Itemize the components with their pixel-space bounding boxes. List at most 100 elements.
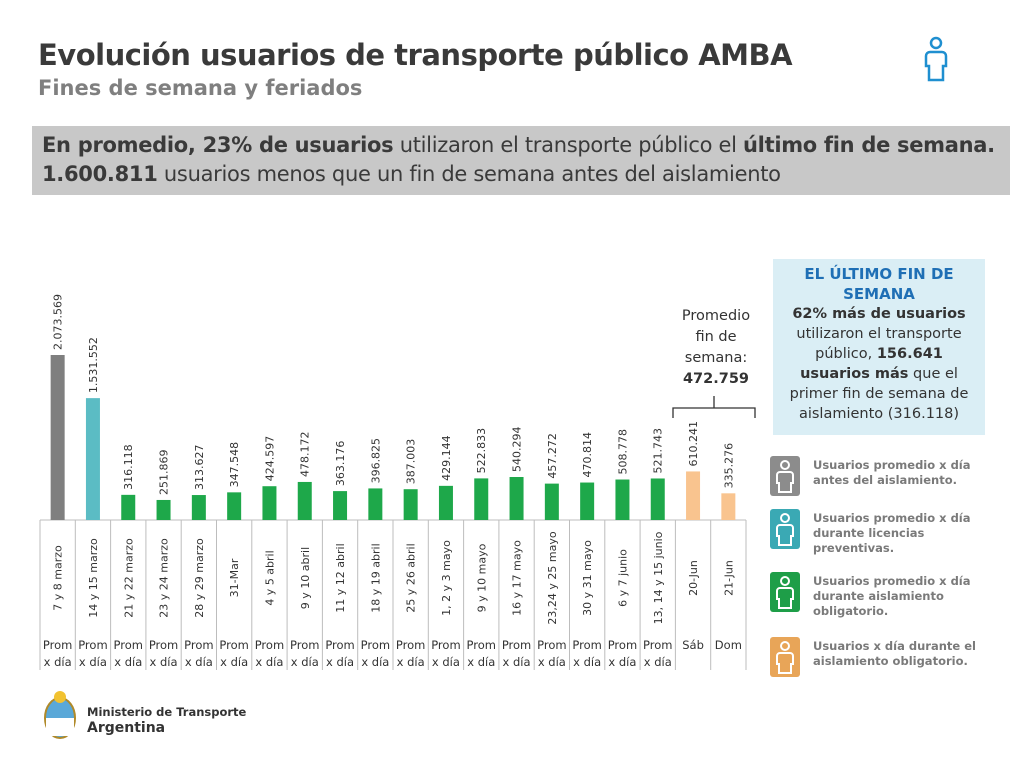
legend-swatch	[770, 509, 800, 549]
value-label: 2.073.569	[52, 294, 65, 350]
summary-text: utilizaron el transporte público el	[393, 133, 744, 157]
period-label: Prom x día	[466, 638, 496, 669]
legend-head	[780, 513, 790, 523]
bar	[50, 355, 65, 520]
legend-swatch	[770, 456, 800, 496]
legend-swatch	[770, 572, 800, 612]
bar	[650, 478, 665, 520]
period-label: Prom x día	[290, 638, 320, 669]
period-label: Prom x día	[219, 638, 249, 669]
category-label: 28 y 29 marzo	[193, 538, 206, 618]
period-label: Prom x día	[360, 638, 391, 669]
bar	[368, 488, 383, 520]
callout-text: 156.641 usuarios más	[800, 346, 943, 382]
summary-text: En promedio, 23% de usuarios	[42, 133, 394, 157]
category-label: 23,24 y 25 mayo	[546, 531, 559, 624]
person-icon	[924, 36, 948, 82]
value-label: 335.276	[722, 443, 735, 489]
category-label: 25 y 26 abril	[405, 543, 418, 612]
value-label: 540.294	[511, 427, 524, 473]
legend-icon	[770, 572, 800, 612]
period-label: Prom x día	[395, 638, 426, 669]
legend-body	[776, 471, 794, 493]
legend-head	[780, 460, 790, 470]
bar	[474, 478, 489, 520]
period-label: Sáb	[682, 638, 704, 652]
bracket	[672, 396, 756, 418]
value-label: 522.833	[475, 428, 488, 474]
period-label: Prom x día	[184, 638, 214, 669]
bar	[297, 481, 312, 520]
period-label: Prom x día	[113, 638, 143, 669]
category-label: 4 y 5 abril	[263, 550, 276, 605]
country: Argentina	[87, 720, 166, 736]
category-label: 13, 14 y 15 junio	[652, 531, 665, 624]
value-label: 429.144	[440, 435, 453, 481]
emblem-sun	[54, 691, 66, 703]
callout-text: que el primer fin de semana de aislamien…	[789, 366, 969, 422]
value-label: 508.778	[616, 429, 629, 475]
summary-text: usuarios menos que un fin de semana ante…	[157, 162, 781, 186]
value-label: 478.172	[299, 431, 312, 477]
period-label: Prom x día	[501, 638, 532, 669]
value-label: 313.627	[193, 445, 206, 491]
value-label: 316.118	[122, 444, 135, 490]
legend-icon	[770, 456, 800, 496]
annotation-value: 472.759	[682, 371, 750, 387]
category-label: 18 y 19 abril	[369, 543, 382, 612]
value-label: 470.814	[581, 432, 594, 478]
value-label: 1.531.552	[87, 337, 100, 393]
value-label: 610.241	[687, 421, 700, 467]
legend-head	[780, 641, 790, 651]
value-label: 387.003	[405, 439, 418, 485]
bar	[262, 486, 277, 520]
bar	[121, 494, 136, 520]
category-label: 31-Mar	[228, 558, 241, 597]
title: Evolución usuarios de transporte público…	[38, 38, 793, 72]
category-label: 9 y 10 mayo	[475, 543, 488, 612]
legend-icon	[770, 637, 800, 677]
bar	[191, 495, 206, 520]
bar	[580, 482, 595, 520]
value-label: 424.597	[263, 436, 276, 482]
legend-head	[780, 576, 790, 586]
category-label: 14 y 15 marzo	[87, 538, 100, 618]
category-label: 21 y 22 marzo	[122, 538, 135, 618]
emblem	[44, 691, 76, 739]
legend-label: Usuarios promedio x día antes del aislam…	[813, 458, 971, 487]
callout-text: 62% más de usuarios	[792, 306, 966, 322]
summary-text: último fin de semana.	[743, 133, 995, 157]
category-label: 21-Jun	[722, 560, 735, 596]
category-label: 23 y 24 marzo	[158, 538, 171, 618]
bar	[615, 479, 630, 520]
bar	[544, 483, 559, 520]
bar	[403, 489, 418, 520]
value-label: 521.743	[652, 428, 665, 474]
period-label: Prom x día	[431, 638, 461, 669]
period-label: Prom x día	[537, 638, 567, 669]
bar	[227, 492, 242, 520]
legend-icon	[770, 509, 800, 549]
category-label: 9 y 10 abril	[299, 547, 312, 609]
summary-line: En promedio, 23% de usuarios utilizaron …	[42, 131, 1010, 160]
category-label: 30 y 31 mayo	[581, 540, 594, 616]
emblem-lower	[46, 718, 74, 736]
value-label: 396.825	[369, 438, 382, 484]
ministry: Ministerio de Transporte	[87, 705, 247, 719]
period-label: Prom x día	[572, 638, 602, 669]
period-label: Dom	[714, 638, 742, 652]
category-label: 11 y 12 abril	[334, 543, 347, 612]
callout-box: EL ÚLTIMO FIN DE SEMANA 62% más de usuar…	[773, 259, 985, 435]
summary-banner: En promedio, 23% de usuarios utilizaron …	[32, 126, 1010, 195]
callout-title: EL ÚLTIMO FIN DE SEMANA	[804, 265, 954, 303]
annotation: Promedio fin de semana: 472.759	[674, 306, 758, 390]
legend-label: Usuarios promedio x día durante licencia…	[813, 511, 971, 555]
value-label: 457.272	[546, 433, 559, 479]
period-label: Prom x día	[607, 638, 638, 669]
period-label: Prom x día	[78, 638, 108, 669]
category-label: 1, 2 y 3 mayo	[440, 540, 453, 616]
summary-text: 1.600.811	[42, 162, 158, 186]
category-label: 20-Jun	[687, 560, 700, 596]
